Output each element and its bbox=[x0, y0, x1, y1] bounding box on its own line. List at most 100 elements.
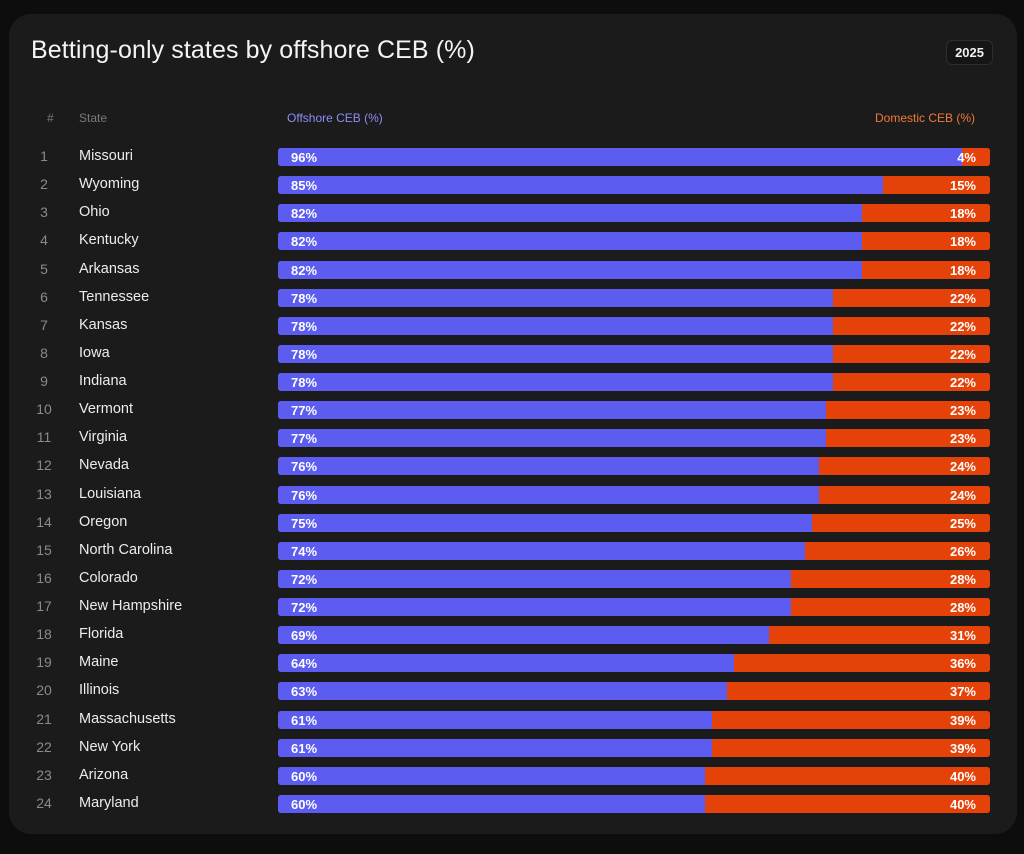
state-name: Massachusetts bbox=[79, 710, 176, 727]
table-row: 22 New York 61% 39% bbox=[9, 738, 1017, 758]
offshore-bar-segment bbox=[278, 232, 862, 251]
stacked-bar[interactable]: 78% 22% bbox=[278, 316, 990, 335]
domestic-bar-segment bbox=[833, 288, 990, 307]
offshore-data-label: 78% bbox=[291, 375, 318, 391]
stacked-bar[interactable]: 75% 25% bbox=[278, 513, 990, 532]
domestic-data-label: 26% bbox=[949, 543, 976, 559]
stacked-bar[interactable]: 78% 22% bbox=[278, 373, 990, 392]
stacked-bar[interactable]: 61% 39% bbox=[278, 710, 990, 729]
offshore-bar-segment bbox=[278, 738, 713, 757]
domestic-data-label: 22% bbox=[949, 318, 976, 334]
offshore-data-label: 77% bbox=[291, 431, 318, 447]
stacked-bar[interactable]: 82% 18% bbox=[278, 204, 990, 223]
state-name: Kansas bbox=[79, 316, 128, 333]
domestic-data-label: 25% bbox=[949, 515, 976, 531]
stacked-bar[interactable]: 74% 26% bbox=[278, 541, 990, 560]
domestic-bar-segment bbox=[883, 176, 990, 195]
rank-number: 21 bbox=[36, 710, 52, 727]
year-badge[interactable]: 2025 bbox=[946, 40, 993, 65]
state-name: New York bbox=[79, 738, 141, 755]
rank-number: 17 bbox=[36, 598, 52, 615]
stacked-bar[interactable]: 60% 40% bbox=[278, 766, 990, 785]
stacked-bar[interactable]: 76% 24% bbox=[278, 457, 990, 476]
state-name: Colorado bbox=[79, 569, 138, 586]
state-name: New Hampshire bbox=[79, 598, 183, 615]
state-name: Missouri bbox=[79, 148, 133, 164]
table-row: 23 Arizona 60% 40% bbox=[9, 766, 1017, 786]
domestic-data-label: 36% bbox=[949, 656, 976, 672]
stacked-bar[interactable]: 60% 40% bbox=[278, 794, 990, 813]
stacked-bar[interactable]: 72% 28% bbox=[278, 598, 990, 617]
state-name: Vermont bbox=[79, 401, 133, 418]
stacked-bar[interactable]: 64% 36% bbox=[278, 654, 990, 673]
domestic-bar-segment bbox=[833, 373, 990, 392]
stacked-bar[interactable]: 82% 18% bbox=[278, 232, 990, 251]
rank-number: 24 bbox=[36, 794, 52, 811]
stacked-bar[interactable]: 61% 39% bbox=[278, 738, 990, 757]
domestic-bar-segment bbox=[861, 204, 990, 223]
table-row: 13 Louisiana 76% 24% bbox=[9, 485, 1017, 505]
rank-number: 18 bbox=[36, 626, 52, 643]
offshore-bar-segment bbox=[278, 344, 834, 363]
stacked-bar[interactable]: 77% 23% bbox=[278, 429, 990, 448]
domestic-bar-segment bbox=[705, 794, 990, 813]
state-name: North Carolina bbox=[79, 541, 173, 558]
state-name: Iowa bbox=[79, 344, 110, 361]
stacked-bar[interactable]: 72% 28% bbox=[278, 569, 990, 588]
stacked-bar[interactable]: 85% 15% bbox=[278, 176, 990, 195]
offshore-bar-segment bbox=[278, 401, 827, 420]
table-row: 14 Oregon 75% 25% bbox=[9, 513, 1017, 533]
domestic-bar-segment bbox=[861, 232, 990, 251]
state-name: Arizona bbox=[79, 766, 129, 783]
offshore-bar-segment bbox=[278, 373, 834, 392]
state-name: Florida bbox=[79, 626, 124, 643]
domestic-bar-segment bbox=[712, 710, 990, 729]
table-row: 12 Nevada 76% 24% bbox=[9, 456, 1017, 476]
table-row: 10 Vermont 77% 23% bbox=[9, 400, 1017, 420]
offshore-bar-segment bbox=[278, 654, 734, 673]
stacked-bar[interactable]: 82% 18% bbox=[278, 260, 990, 279]
rank-number: 7 bbox=[40, 316, 48, 333]
table-row: 20 Illinois 63% 37% bbox=[9, 681, 1017, 701]
offshore-data-label: 78% bbox=[291, 318, 318, 334]
domestic-bar-segment bbox=[833, 344, 990, 363]
table-row: 11 Virginia 77% 23% bbox=[9, 428, 1017, 448]
state-name: Kentucky bbox=[79, 232, 139, 249]
stacked-bar[interactable]: 96% 4% bbox=[278, 148, 990, 166]
offshore-data-label: 61% bbox=[291, 740, 318, 756]
table-row: 6 Tennessee 78% 22% bbox=[9, 288, 1017, 308]
table-row: 1 Missouri 96% 4% bbox=[9, 147, 1017, 167]
domestic-data-label: 22% bbox=[949, 346, 976, 362]
stacked-bar[interactable]: 78% 22% bbox=[278, 344, 990, 363]
state-name: Maine bbox=[79, 654, 119, 671]
offshore-bar-segment bbox=[278, 457, 820, 476]
domestic-bar-segment bbox=[826, 401, 990, 420]
stacked-bar[interactable]: 78% 22% bbox=[278, 288, 990, 307]
domestic-bar-segment bbox=[790, 569, 990, 588]
domestic-data-label: 39% bbox=[949, 740, 976, 756]
domestic-bar-segment bbox=[961, 148, 990, 166]
table-row: 19 Maine 64% 36% bbox=[9, 653, 1017, 673]
offshore-bar-segment bbox=[278, 598, 791, 617]
offshore-bar-segment bbox=[278, 176, 884, 195]
offshore-data-label: 82% bbox=[291, 262, 318, 278]
table-row: 8 Iowa 78% 22% bbox=[9, 344, 1017, 364]
offshore-data-label: 85% bbox=[291, 178, 318, 194]
stacked-bar[interactable]: 69% 31% bbox=[278, 626, 990, 645]
domestic-bar-segment bbox=[826, 429, 990, 448]
stacked-bar[interactable]: 77% 23% bbox=[278, 401, 990, 420]
rank-number: 20 bbox=[36, 682, 52, 699]
state-name: Arkansas bbox=[79, 260, 140, 277]
offshore-data-label: 61% bbox=[291, 712, 318, 728]
domestic-bar-segment bbox=[819, 485, 990, 504]
rank-number: 4 bbox=[40, 232, 48, 249]
table-row: 7 Kansas 78% 22% bbox=[9, 316, 1017, 336]
rank-number: 2 bbox=[40, 176, 48, 193]
table-row: 17 New Hampshire 72% 28% bbox=[9, 597, 1017, 617]
offshore-bar-segment bbox=[278, 260, 862, 279]
stacked-bar[interactable]: 63% 37% bbox=[278, 682, 990, 701]
stacked-bar[interactable]: 76% 24% bbox=[278, 485, 990, 504]
domestic-data-label: 18% bbox=[949, 262, 976, 278]
domestic-bar-segment bbox=[733, 654, 990, 673]
rank-number: 11 bbox=[36, 429, 52, 446]
